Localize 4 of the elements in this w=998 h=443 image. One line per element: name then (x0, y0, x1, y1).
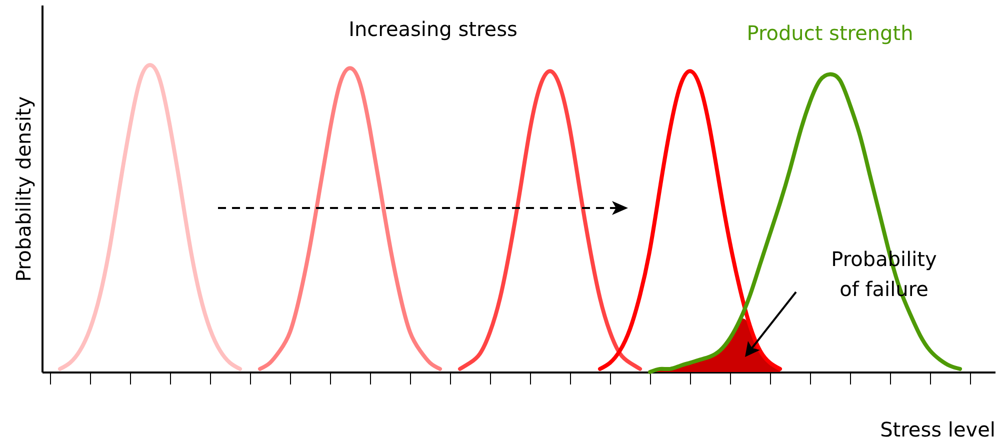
y-axis-title: Probability density (12, 96, 36, 282)
x-axis-title: Stress level (880, 418, 996, 442)
text: Product strength (746, 21, 914, 46)
text: Increasing stress (348, 17, 518, 41)
